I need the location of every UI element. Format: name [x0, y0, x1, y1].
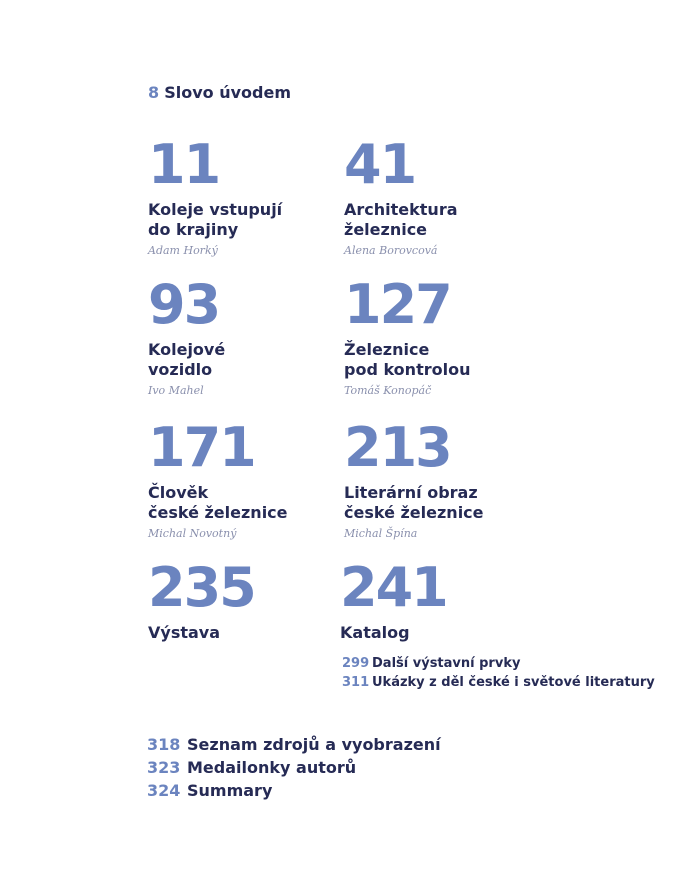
chapter-page-number: 213	[344, 416, 453, 479]
title-line: české železnice	[148, 503, 288, 522]
title-line: pod kontrolou	[344, 360, 471, 379]
chapter-entry: 41 Architektura železnice Alena Borovcová	[344, 133, 458, 258]
catalog-entry: 311 Ukázky z děl české i světové literatu…	[342, 675, 655, 690]
chapter-entry: 171 Člověk české železnice Michal Novotný	[148, 416, 288, 541]
page-number: 318	[147, 735, 181, 754]
chapter-author: Michal Novotný	[148, 527, 237, 540]
entry-title: Summary	[187, 781, 273, 800]
chapter-entry: 213 Literární obraz české železnice Michal …	[344, 416, 484, 541]
chapter-author: Michal Špína	[344, 527, 418, 540]
chapter-page-number: 241	[340, 556, 449, 619]
chapter-entry: 241 Katalog	[340, 556, 449, 643]
entry-title: Další výstavní prvky	[372, 656, 521, 671]
catalog-entry: 299 Další výstavní prvky	[342, 656, 520, 671]
chapter-page-number: 93	[148, 273, 221, 336]
chapter-title: Železnice pod kontrolou	[344, 340, 470, 380]
title-line: vozidlo	[148, 360, 213, 379]
chapter-title: Literární obraz české železnice	[344, 483, 484, 523]
chapter-page-number: 41	[344, 133, 417, 196]
back-matter-entry: 324 Summary	[147, 781, 272, 800]
title-line: Architektura	[344, 200, 458, 219]
back-matter-entry: 323 Medailonky autorů	[147, 758, 356, 777]
chapter-title: Výstava	[148, 623, 255, 643]
chapter-title: Kolejové vozidlo	[148, 340, 225, 380]
chapter-title: Koleje vstupují do krajiny	[148, 200, 282, 240]
page-number: 323	[147, 758, 181, 777]
chapter-title: Člověk české železnice	[148, 483, 288, 523]
page-number: 324	[147, 781, 181, 800]
entry-title: Seznam zdrojů a vyobrazení	[187, 735, 441, 754]
title-line: Katalog	[340, 623, 410, 642]
chapter-author: Alena Borovcová	[344, 244, 438, 257]
entry-title: Ukázky z děl české i světové literatury	[372, 675, 655, 690]
chapter-entry: 93 Kolejové vozidlo Ivo Mahel	[148, 273, 225, 398]
title-line: Kolejové	[148, 340, 226, 359]
chapter-page-number: 127	[344, 273, 453, 336]
chapter-title: Architektura železnice	[344, 200, 458, 240]
chapter-author: Tomáš Konopáč	[344, 384, 432, 397]
chapter-page-number: 11	[148, 133, 221, 196]
chapter-author: Ivo Mahel	[148, 384, 204, 397]
title-line: české železnice	[344, 503, 484, 522]
chapter-author: Adam Horký	[148, 244, 218, 257]
title-line: do krajiny	[148, 220, 239, 239]
page-number: 299	[342, 656, 370, 671]
page-number: 8	[148, 83, 160, 102]
title-line: železnice	[344, 220, 428, 239]
title-line: Koleje vstupují	[148, 200, 283, 219]
entry-title: Medailonky autorů	[187, 758, 357, 777]
title-line: Člověk	[148, 483, 209, 502]
page-number: 311	[342, 675, 370, 690]
title-line: Železnice	[344, 340, 430, 359]
title-line: Výstava	[148, 623, 221, 642]
chapter-page-number: 235	[148, 556, 257, 619]
intro-entry: 8 Slovo úvodem	[148, 83, 291, 102]
chapter-title: Katalog	[340, 623, 447, 643]
back-matter-entry: 318 Seznam zdrojů a vyobrazení	[147, 735, 441, 754]
chapter-entry: 127 Železnice pod kontrolou Tomáš Konopáč	[344, 273, 470, 398]
entry-title: Slovo úvodem	[164, 83, 292, 102]
chapter-page-number: 171	[148, 416, 257, 479]
title-line: Literární obraz	[344, 483, 478, 502]
chapter-entry: 235 Výstava	[148, 556, 257, 643]
chapter-entry: 11 Koleje vstupují do krajiny Adam Horký	[148, 133, 282, 258]
